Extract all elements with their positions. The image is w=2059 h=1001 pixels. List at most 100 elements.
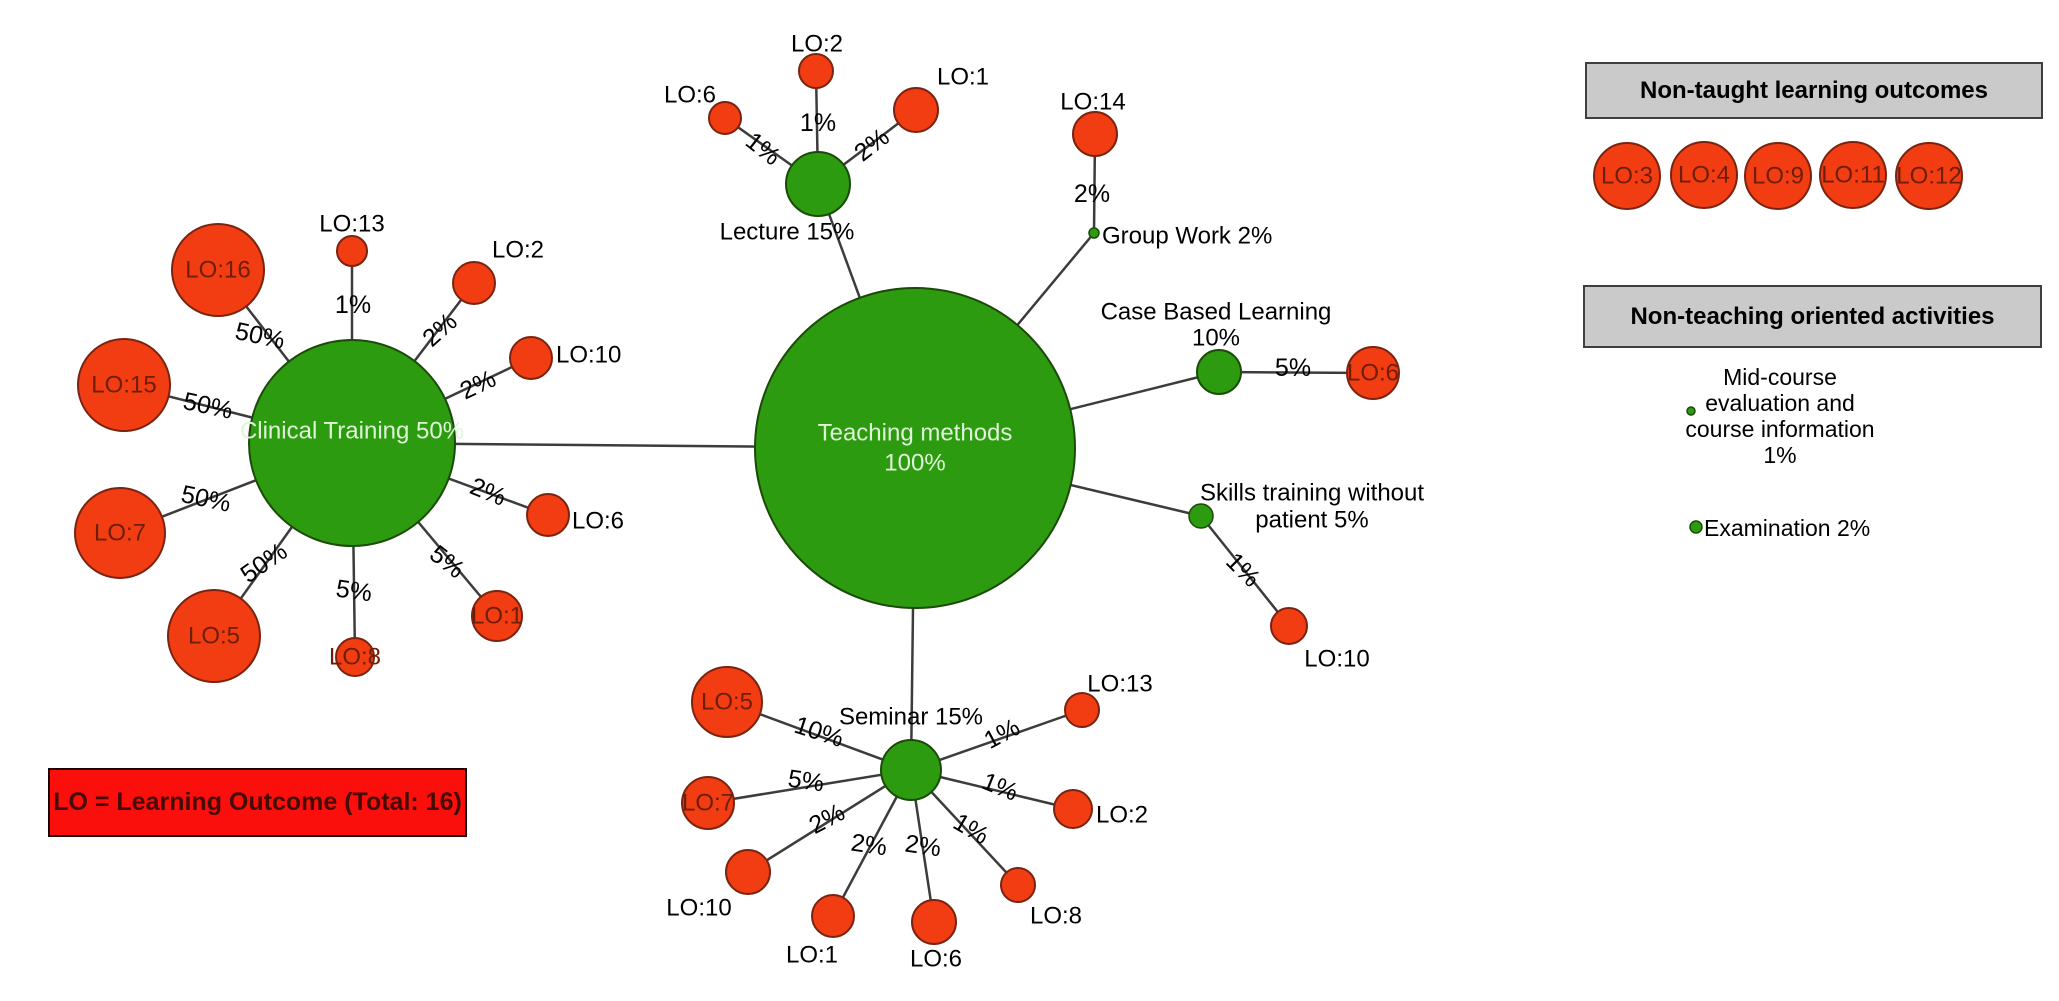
edge-label-sem-sem_lo2: 1% <box>978 767 1022 806</box>
label-nt_lo9: LO:9 <box>1752 163 1804 190</box>
edge-label-skills-sk_lo10: 1% <box>1220 547 1265 592</box>
edge-skills-sk_lo10 <box>1200 515 1290 627</box>
node-cbl-activity-circle <box>1196 349 1242 395</box>
node-lec_lo1-outcome-circle <box>893 87 939 133</box>
label-ct: Clinical Training 50% <box>240 418 464 445</box>
edge-label-ct-ct_lo15: 50% <box>181 387 236 425</box>
free-text-1-line3: course information <box>1685 416 1874 442</box>
label-sem_lo10: LO:10 <box>666 895 731 922</box>
label-sem_lo8: LO:8 <box>1030 903 1082 930</box>
node-sem_lo13-outcome-circle <box>1064 692 1100 728</box>
label-lec_lo1: LO:1 <box>937 64 989 91</box>
label-ct_lo7: LO:7 <box>94 520 146 547</box>
edge-label-ct-ct_lo10: 2% <box>456 365 501 406</box>
node-sem_lo5-outcome-circle <box>691 666 763 738</box>
label-nt_lo4: LO:4 <box>1678 162 1730 189</box>
node-ct_lo13-outcome-circle <box>336 235 368 267</box>
label-nt_lo12: LO:12 <box>1896 163 1961 190</box>
free-text-1-line2: evaluation and <box>1705 390 1855 416</box>
legend-box: LO = Learning Outcome (Total: 16) <box>48 768 467 837</box>
label-ct_lo1: LO:1 <box>471 603 523 630</box>
label-ct_lo8: LO:8 <box>329 644 381 671</box>
free-text-1-line1: Mid-course <box>1723 364 1837 390</box>
label-sk_lo10: LO:10 <box>1304 646 1369 673</box>
non-teaching-header: Non-teaching oriented activities <box>1583 285 2042 348</box>
edge-label-sem-sem_lo13: 1% <box>979 713 1024 755</box>
node-ct-activity-circle <box>248 339 456 547</box>
label-cbl-line2: 10% <box>1192 325 1240 352</box>
label-sem_lo2: LO:2 <box>1096 802 1148 829</box>
node-tm-activity-circle <box>754 287 1076 609</box>
edge-label-ct-ct_lo8: 5% <box>334 575 374 608</box>
node-sem_lo1-outcome-circle <box>811 894 855 938</box>
label-ct_lo10: LO:10 <box>556 342 621 369</box>
label-sem_lo7: LO:7 <box>682 790 734 817</box>
edge-label-sem-sem_lo1: 2% <box>849 829 889 862</box>
label-ct_lo6: LO:6 <box>572 508 624 535</box>
label-nt_lo11: LO:11 <box>1821 162 1885 189</box>
node-sem_lo2-outcome-circle <box>1053 789 1093 829</box>
edge-label-ct-ct_lo16: 50% <box>233 317 288 355</box>
label-sem_lo5: LO:5 <box>701 689 753 716</box>
edge-label-gw-gw_lo14: 2% <box>1074 180 1110 208</box>
non-taught-header: Non-taught learning outcomes <box>1585 62 2043 119</box>
non-taught-title: Non-taught learning outcomes <box>1640 76 1988 104</box>
edge-sem-sem_lo10 <box>747 768 912 874</box>
edge-label-sem-sem_lo8: 1% <box>948 808 993 850</box>
node-exam_dot-activity-circle <box>1689 520 1703 534</box>
node-nt_lo4-outcome-circle <box>1670 141 1738 209</box>
label-tm-line1: Teaching methods <box>818 420 1013 447</box>
label-lec_lo2: LO:2 <box>791 31 843 58</box>
label-ct_lo13: LO:13 <box>319 211 384 238</box>
node-ct_lo15-outcome-circle <box>77 338 171 432</box>
edge-label-ct-ct_lo6: 2% <box>466 472 510 511</box>
edge-label-sem-sem_lo7: 5% <box>786 765 826 798</box>
node-ct_lo2-outcome-circle <box>452 261 496 305</box>
free-text-1-line4: 1% <box>1763 442 1796 468</box>
label-sem_lo13: LO:13 <box>1087 671 1152 698</box>
edge-label-ct-ct_lo13: 1% <box>335 291 371 319</box>
label-sem_lo6: LO:6 <box>910 946 962 973</box>
label-tm-line2: 100% <box>884 450 945 477</box>
node-ct_lo1-outcome-circle <box>471 590 523 642</box>
label-skills-line2: patient 5% <box>1255 507 1368 534</box>
node-sem_lo10-outcome-circle <box>725 849 771 895</box>
node-nt_lo3-outcome-circle <box>1593 142 1661 210</box>
node-gw-activity-circle <box>1088 227 1100 239</box>
node-lec_lo2-outcome-circle <box>798 53 834 89</box>
edge-label-cbl-cbl_lo6: 5% <box>1275 354 1311 382</box>
node-sk_lo10-outcome-circle <box>1270 607 1308 645</box>
label-cbl-line1: Case Based Learning <box>1101 299 1332 326</box>
node-skills-activity-circle <box>1188 503 1214 529</box>
node-ct_lo16-outcome-circle <box>171 223 265 317</box>
label-ct_lo16: LO:16 <box>185 257 250 284</box>
label-sem_lo1: LO:1 <box>786 942 838 969</box>
edge-label-lecture-lec_lo1: 2% <box>849 123 895 167</box>
node-sem_lo6-outcome-circle <box>911 899 957 945</box>
edge-label-ct-ct_lo1: 5% <box>424 540 470 584</box>
label-gw_lo14: LO:14 <box>1060 89 1125 116</box>
label-ct_lo5: LO:5 <box>188 623 240 650</box>
label-sem: Seminar 15% <box>839 704 983 731</box>
label-lecture: Lecture 15% <box>720 219 855 246</box>
node-mid_dot-activity-circle <box>1686 406 1696 416</box>
label-ct_lo2: LO:2 <box>492 237 544 264</box>
legend-text: LO = Learning Outcome (Total: 16) <box>53 788 462 816</box>
free-text-2: Examination 2% <box>1704 515 1870 541</box>
label-ct_lo15: LO:15 <box>91 372 156 399</box>
edge-label-lecture-lec_lo2: 1% <box>800 109 836 137</box>
label-lec_lo6: LO:6 <box>664 82 716 109</box>
label-nt_lo3: LO:3 <box>1601 163 1653 190</box>
node-nt_lo9-outcome-circle <box>1744 142 1812 210</box>
node-cbl_lo6-outcome-circle <box>1346 346 1400 400</box>
edge-label-ct-ct_lo2: 2% <box>417 308 463 353</box>
node-lec_lo6-outcome-circle <box>708 101 742 135</box>
edge-label-ct-ct_lo5: 50% <box>235 537 292 589</box>
edge-label-ct-ct_lo7: 50% <box>179 480 234 518</box>
node-sem_lo7-outcome-circle <box>681 776 735 830</box>
node-ct_lo8-outcome-circle <box>335 637 375 677</box>
node-lecture-activity-circle <box>785 151 851 217</box>
edge-sem-sem_lo7 <box>707 768 912 805</box>
